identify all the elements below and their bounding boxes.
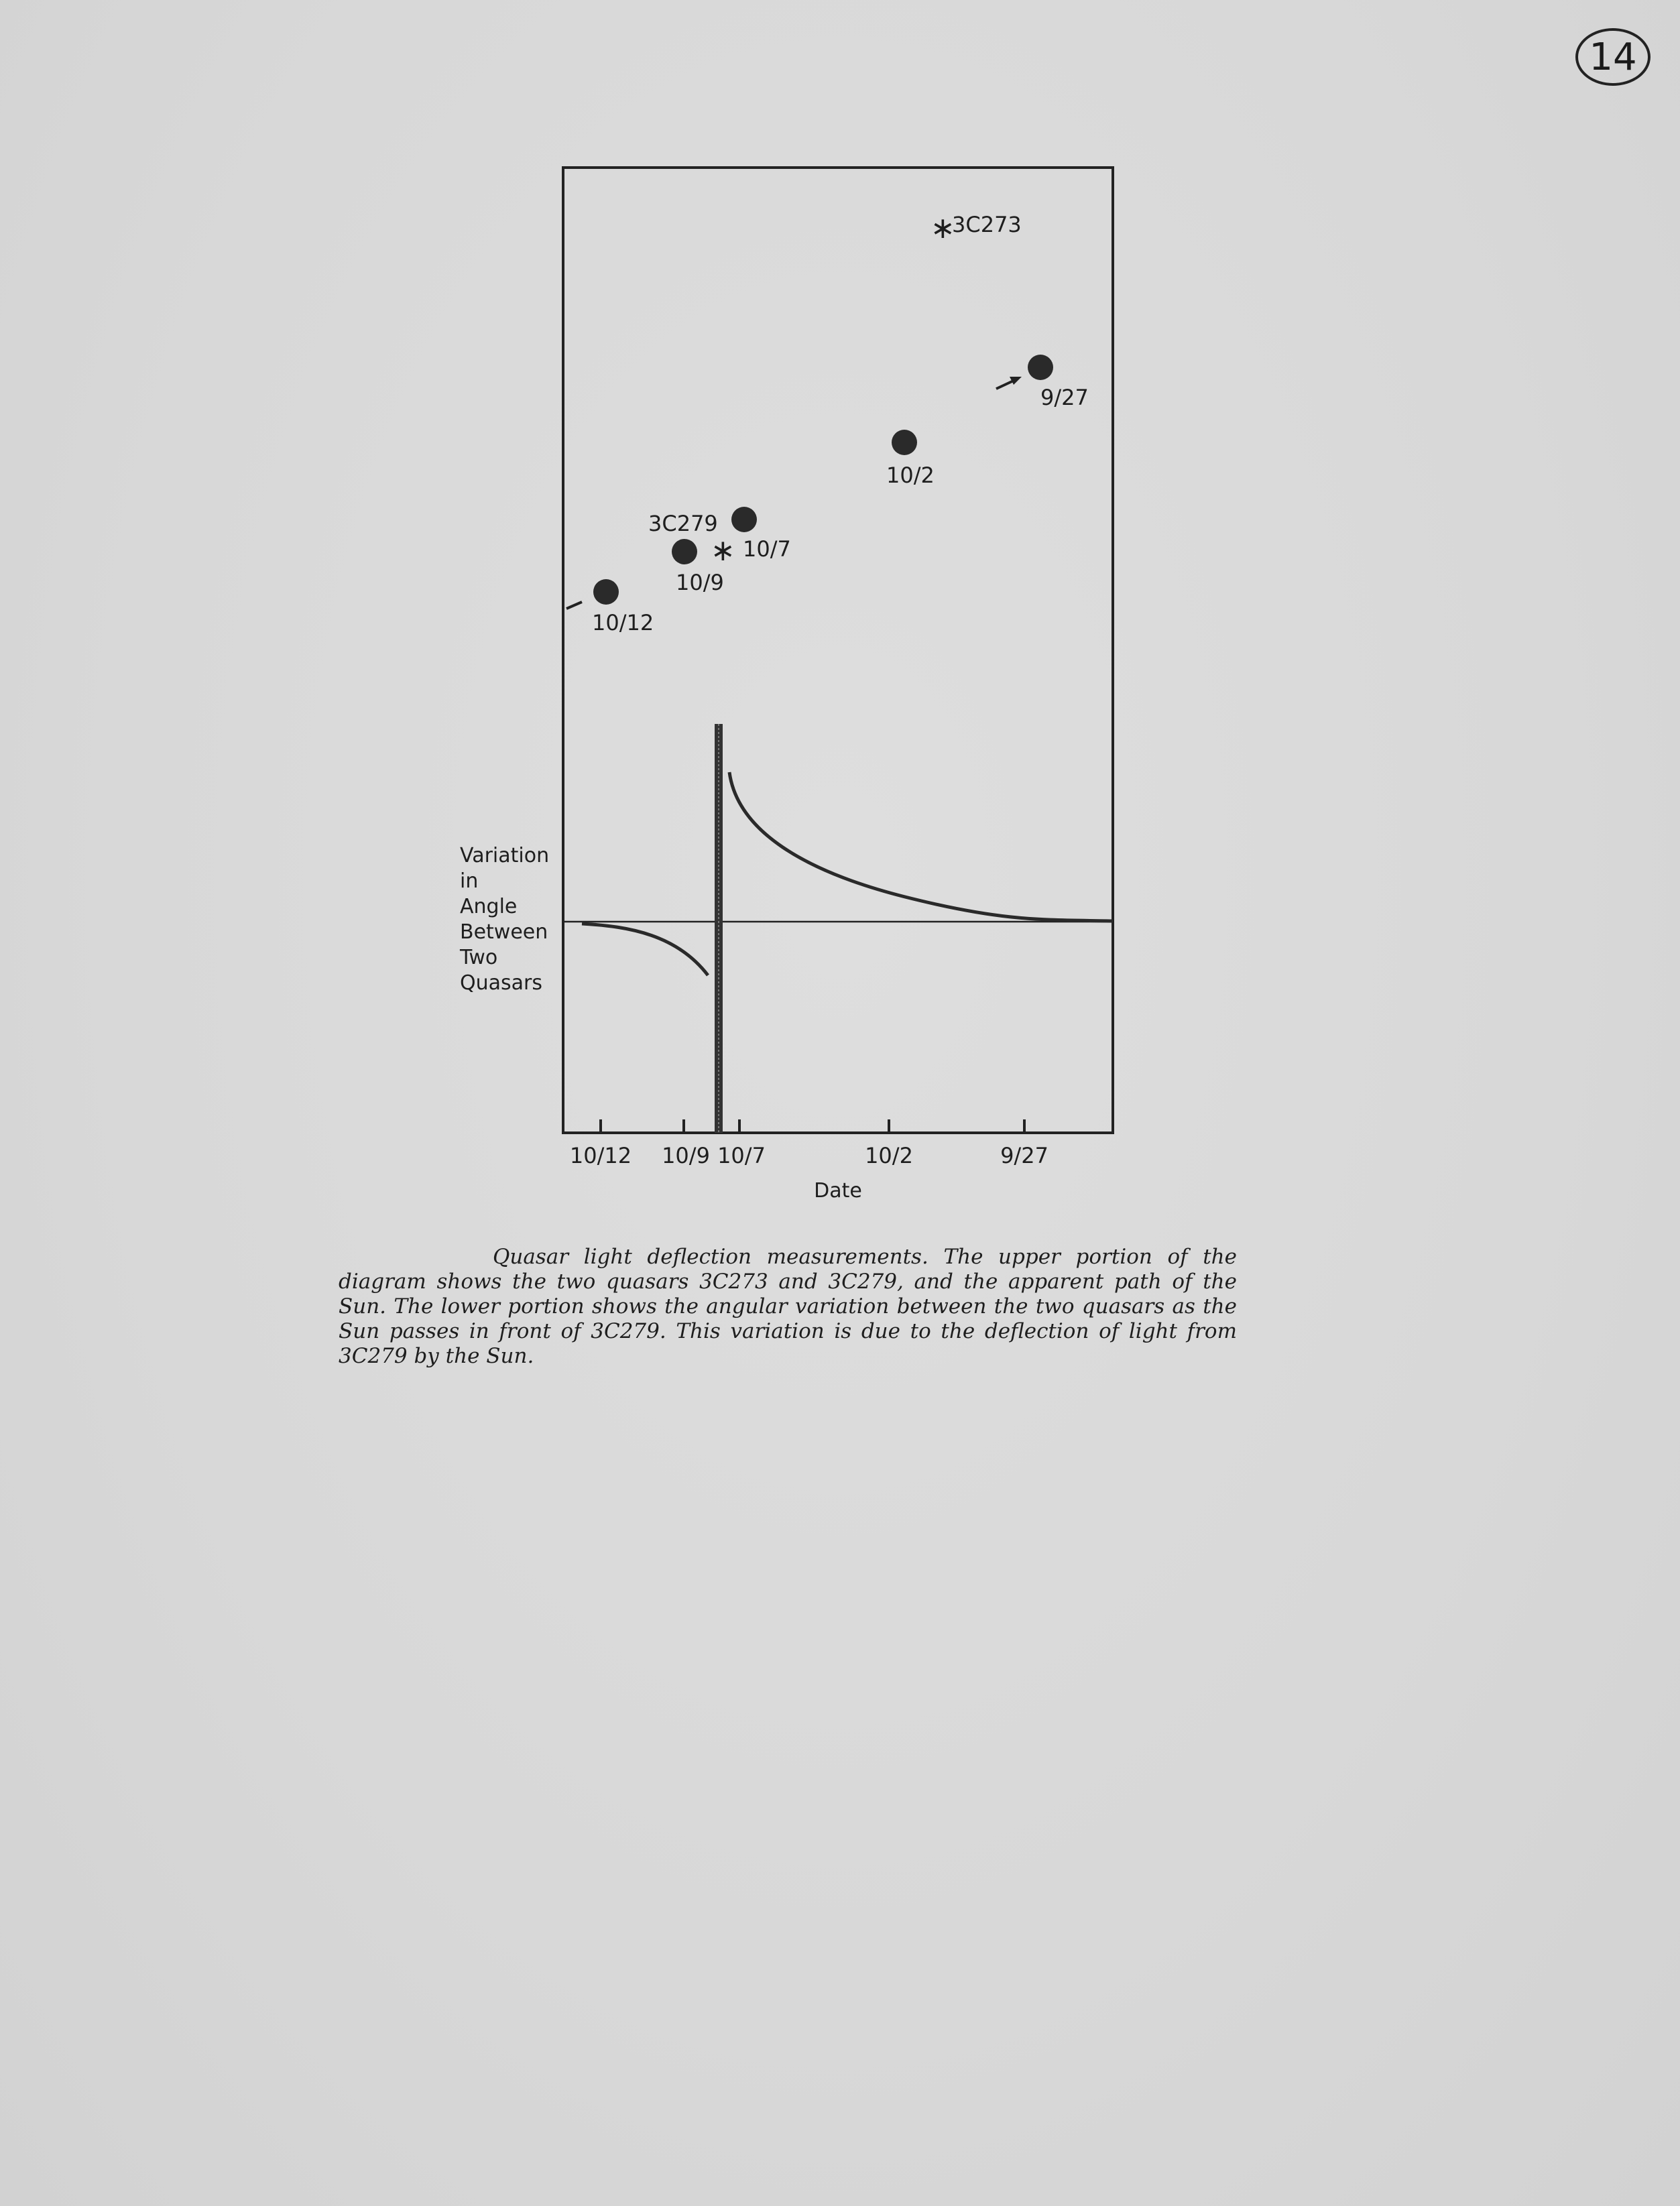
ylabel-line-6: Quasars bbox=[460, 971, 542, 995]
sun-passage-bar bbox=[715, 724, 723, 1133]
star-3c273-icon: ∗ bbox=[931, 211, 955, 245]
sun-disk-10-2 bbox=[892, 430, 917, 455]
figure-caption: Quasar light deflection measurements. Th… bbox=[339, 1245, 1237, 1368]
variation-curve-after bbox=[727, 772, 1114, 923]
ylabel-line-1: Variation bbox=[460, 844, 549, 867]
sun-arrowhead-9-27 bbox=[1010, 377, 1022, 385]
label-3c273: 3C273 bbox=[952, 212, 1022, 237]
sun-disk-9-27 bbox=[1028, 355, 1053, 380]
page-number: 14 bbox=[1575, 28, 1651, 86]
label-3c279: 3C279 bbox=[648, 511, 718, 536]
xtick-label-10-12: 10/12 bbox=[570, 1143, 632, 1168]
xtick-label-10-2: 10/2 bbox=[865, 1143, 913, 1168]
ylabel-line-4: Between bbox=[460, 920, 548, 944]
figure-frame bbox=[562, 166, 1114, 1134]
label-sun-10-7: 10/7 bbox=[743, 536, 791, 562]
ylabel-line-2: in bbox=[460, 869, 478, 893]
ylabel-line-5: Two bbox=[459, 946, 497, 969]
xtick-label-9-27: 9/27 bbox=[1000, 1143, 1048, 1168]
sun-disk-10-12 bbox=[593, 579, 619, 605]
star-3c279-icon: ∗ bbox=[711, 534, 735, 568]
label-sun-10-2: 10/2 bbox=[886, 463, 935, 488]
sun-disk-10-7 bbox=[731, 507, 757, 532]
label-sun-9-27: 9/27 bbox=[1040, 385, 1089, 410]
xtick-label-10-9: 10/9 bbox=[662, 1143, 710, 1168]
xtick-label-10-7: 10/7 bbox=[717, 1143, 766, 1168]
ylabel-line-3: Angle bbox=[460, 895, 517, 918]
variation-curve-before bbox=[581, 922, 709, 977]
sun-arrow-10-12 bbox=[566, 601, 583, 610]
quasar-deflection-figure: ∗ 3C273 9/27 10/2 3C279 ∗ 10/7 10/9 10/1… bbox=[459, 166, 1114, 1203]
label-sun-10-12: 10/12 bbox=[592, 610, 654, 635]
xlabel: Date bbox=[814, 1179, 862, 1203]
sun-disk-10-9 bbox=[672, 539, 697, 564]
label-sun-10-9: 10/9 bbox=[676, 570, 724, 595]
